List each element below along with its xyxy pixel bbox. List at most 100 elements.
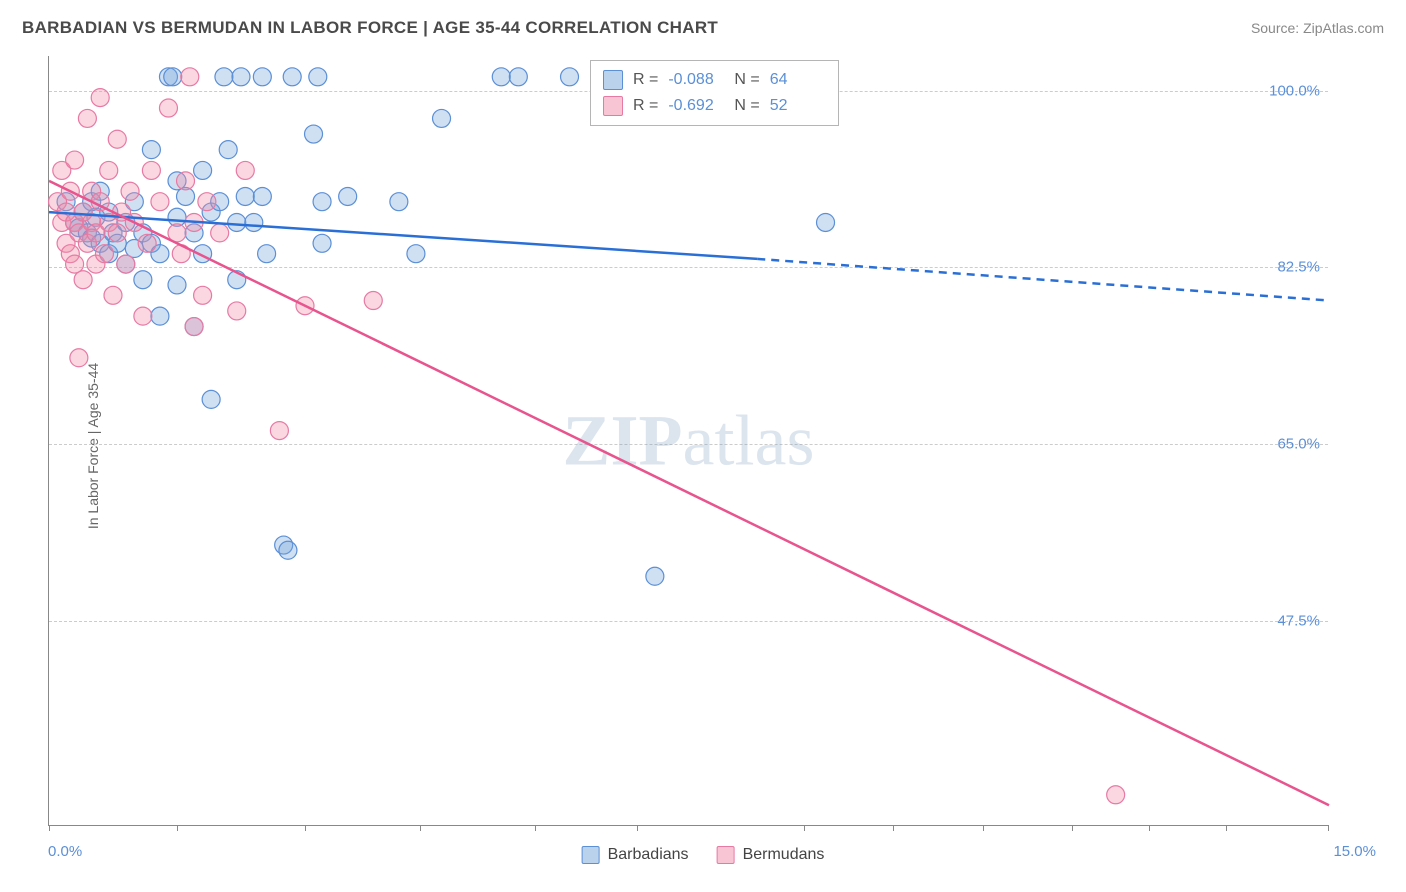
legend-swatch	[603, 70, 623, 90]
scatter-point	[194, 286, 212, 304]
n-value: 52	[770, 97, 826, 115]
chart-header: BARBADIAN VS BERMUDAN IN LABOR FORCE | A…	[22, 18, 1384, 38]
scatter-point	[151, 193, 169, 211]
regression-line	[49, 181, 1329, 805]
scatter-point	[228, 302, 246, 320]
x-tick	[177, 825, 178, 831]
scatter-point	[164, 68, 182, 86]
x-axis-min-label: 0.0%	[48, 843, 82, 860]
chart-title: BARBADIAN VS BERMUDAN IN LABOR FORCE | A…	[22, 18, 718, 38]
scatter-point	[142, 141, 160, 159]
scatter-point	[390, 193, 408, 211]
x-tick	[535, 825, 536, 831]
scatter-point	[283, 68, 301, 86]
scatter-plot	[49, 56, 1328, 825]
scatter-point	[74, 271, 92, 289]
x-tick	[804, 825, 805, 831]
stat-legend-row: R = -0.088 N = 64	[603, 67, 826, 93]
scatter-point	[305, 125, 323, 143]
scatter-point	[817, 213, 835, 231]
scatter-point	[168, 276, 186, 294]
x-tick	[983, 825, 984, 831]
r-label: R =	[633, 97, 658, 115]
legend-label: Barbadians	[608, 846, 689, 864]
scatter-point	[108, 130, 126, 148]
scatter-point	[339, 187, 357, 205]
x-tick	[1149, 825, 1150, 831]
scatter-point	[433, 109, 451, 127]
scatter-point	[78, 109, 96, 127]
scatter-point	[104, 286, 122, 304]
scatter-point	[108, 224, 126, 242]
stat-legend-row: R =-0.692N =52	[603, 93, 826, 119]
r-label: R =	[633, 71, 658, 89]
scatter-point	[177, 172, 195, 190]
y-tick-label: 65.0%	[1277, 436, 1320, 453]
y-tick-label: 47.5%	[1277, 613, 1320, 630]
regression-line-extrapolated	[757, 259, 1329, 301]
scatter-point	[253, 68, 271, 86]
correlation-legend: R =-0.088N =64R =-0.692N =52	[590, 60, 839, 126]
scatter-point	[1107, 786, 1125, 804]
scatter-point	[313, 234, 331, 252]
scatter-point	[258, 245, 276, 263]
scatter-point	[646, 567, 664, 585]
scatter-point	[66, 151, 84, 169]
scatter-point	[232, 68, 250, 86]
scatter-point	[236, 187, 254, 205]
legend-swatch	[717, 846, 735, 864]
legend-swatch	[582, 846, 600, 864]
scatter-point	[313, 193, 331, 211]
scatter-point	[198, 193, 216, 211]
scatter-point	[100, 161, 118, 179]
scatter-point	[70, 349, 88, 367]
chart-area: ZIPatlas 100.0%82.5%65.0%47.5%	[48, 56, 1328, 826]
legend-item: Barbadians	[582, 846, 689, 864]
scatter-point	[91, 89, 109, 107]
legend-label: Bermudans	[743, 846, 825, 864]
y-tick-label: 82.5%	[1277, 259, 1320, 276]
scatter-point	[194, 161, 212, 179]
x-tick	[420, 825, 421, 831]
r-value: -0.088	[668, 71, 724, 89]
scatter-point	[202, 390, 220, 408]
scatter-point	[279, 541, 297, 559]
x-axis-max-label: 15.0%	[1333, 843, 1376, 860]
source-label: Source: ZipAtlas.com	[1251, 20, 1384, 36]
scatter-point	[219, 141, 237, 159]
n-label: N =	[734, 71, 759, 89]
x-tick	[1226, 825, 1227, 831]
x-tick	[305, 825, 306, 831]
scatter-point	[134, 271, 152, 289]
scatter-point	[134, 307, 152, 325]
scatter-point	[492, 68, 510, 86]
legend-item: Bermudans	[717, 846, 825, 864]
series-legend: Barbadians Bermudans	[582, 846, 825, 864]
scatter-point	[364, 292, 382, 310]
x-tick	[1072, 825, 1073, 831]
x-tick	[893, 825, 894, 831]
n-value: 64	[770, 71, 826, 89]
x-tick	[49, 825, 50, 831]
scatter-point	[407, 245, 425, 263]
scatter-point	[509, 68, 527, 86]
scatter-point	[245, 213, 263, 231]
scatter-point	[138, 234, 156, 252]
scatter-point	[236, 161, 254, 179]
scatter-point	[309, 68, 327, 86]
n-label: N =	[734, 97, 759, 115]
x-tick	[637, 825, 638, 831]
scatter-point	[211, 224, 229, 242]
scatter-point	[270, 422, 288, 440]
scatter-point	[228, 213, 246, 231]
scatter-point	[117, 255, 135, 273]
scatter-point	[159, 99, 177, 117]
scatter-point	[561, 68, 579, 86]
scatter-point	[151, 307, 169, 325]
scatter-point	[142, 161, 160, 179]
y-tick-label: 100.0%	[1269, 82, 1320, 99]
scatter-point	[215, 68, 233, 86]
scatter-point	[121, 182, 139, 200]
scatter-point	[185, 318, 203, 336]
scatter-point	[181, 68, 199, 86]
